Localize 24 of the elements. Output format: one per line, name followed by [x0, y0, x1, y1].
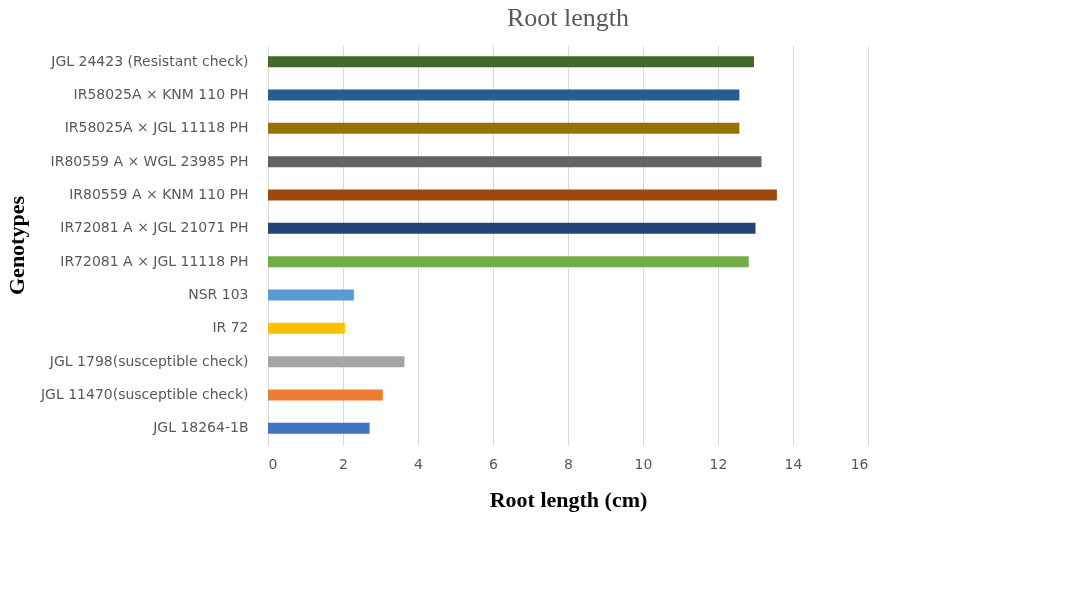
x-tick-label: 14: [784, 455, 803, 472]
y-axis-title: Genotypes: [3, 195, 29, 295]
x-tick-label: 16: [850, 455, 869, 472]
y-tick-label: JGL 11470(susceptible check): [39, 386, 249, 402]
y-tick-label: IR72081 A × JGL 11118 PH: [60, 252, 249, 269]
y-tick-label: IR72081 A × JGL 21071 PH: [60, 219, 249, 236]
y-tick-label: IR 72: [212, 319, 249, 336]
chart-title: Root length: [506, 3, 630, 32]
y-tick-label: JGL 1798(susceptible check): [48, 352, 249, 369]
y-tick-label: JGL 24423 (Resistant check): [50, 52, 249, 69]
x-axis-title: Root length (cm): [489, 486, 648, 512]
y-tick-label: IR80559 A × KNM 110 PH: [69, 186, 249, 202]
y-tick-label: IR80559 A × WGL 23985 PH: [50, 152, 249, 169]
y-tick-label: IR58025A × JGL 11118 PH: [64, 119, 249, 136]
x-tick-label: 10: [634, 455, 653, 472]
y-tick-label: NSR 103: [188, 286, 249, 302]
x-tick-label: 6: [489, 455, 499, 472]
x-tick-label: 4: [414, 455, 424, 472]
x-tick-label: 12: [709, 455, 728, 472]
x-tick-label: 8: [564, 455, 573, 472]
x-tick-label: 2: [339, 455, 348, 472]
x-tick-label: 0: [268, 455, 278, 472]
y-tick-label: IR58025A × KNM 110 PH: [73, 86, 249, 102]
y-tick-label: JGL 18264-1B: [152, 419, 249, 436]
